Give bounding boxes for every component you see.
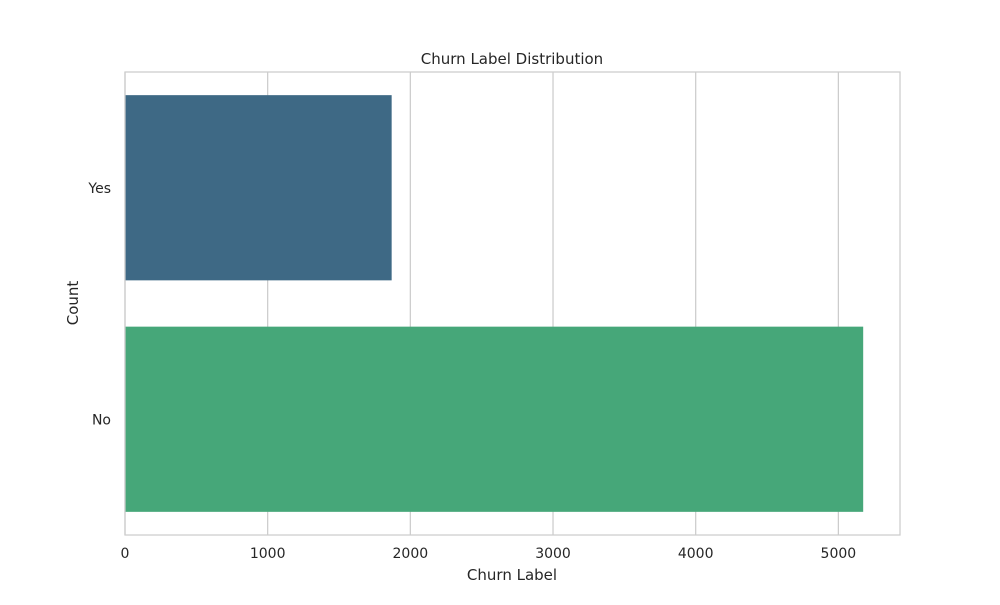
- x-tick-label: 1000: [250, 546, 286, 562]
- y-tick-label: No: [92, 412, 111, 428]
- y-tick-label: Yes: [87, 181, 111, 197]
- bar-yes: [125, 95, 392, 281]
- x-tick-label: 0: [121, 546, 130, 562]
- x-axis-label: Churn Label: [467, 566, 557, 584]
- x-tick-label: 2000: [393, 546, 429, 562]
- plot-frame: [124, 71, 901, 536]
- bars-group: [125, 95, 864, 512]
- x-tick-labels: 0 1000 2000 3000 4000 5000: [121, 546, 857, 562]
- y-axis-label: Count: [64, 281, 82, 326]
- x-tick-label: 5000: [821, 546, 857, 562]
- x-tick-label: 4000: [678, 546, 714, 562]
- chart-title: Churn Label Distribution: [421, 50, 603, 68]
- bar-no: [125, 326, 864, 512]
- x-tick-label: 3000: [535, 546, 571, 562]
- y-tick-labels: Yes No: [87, 181, 111, 429]
